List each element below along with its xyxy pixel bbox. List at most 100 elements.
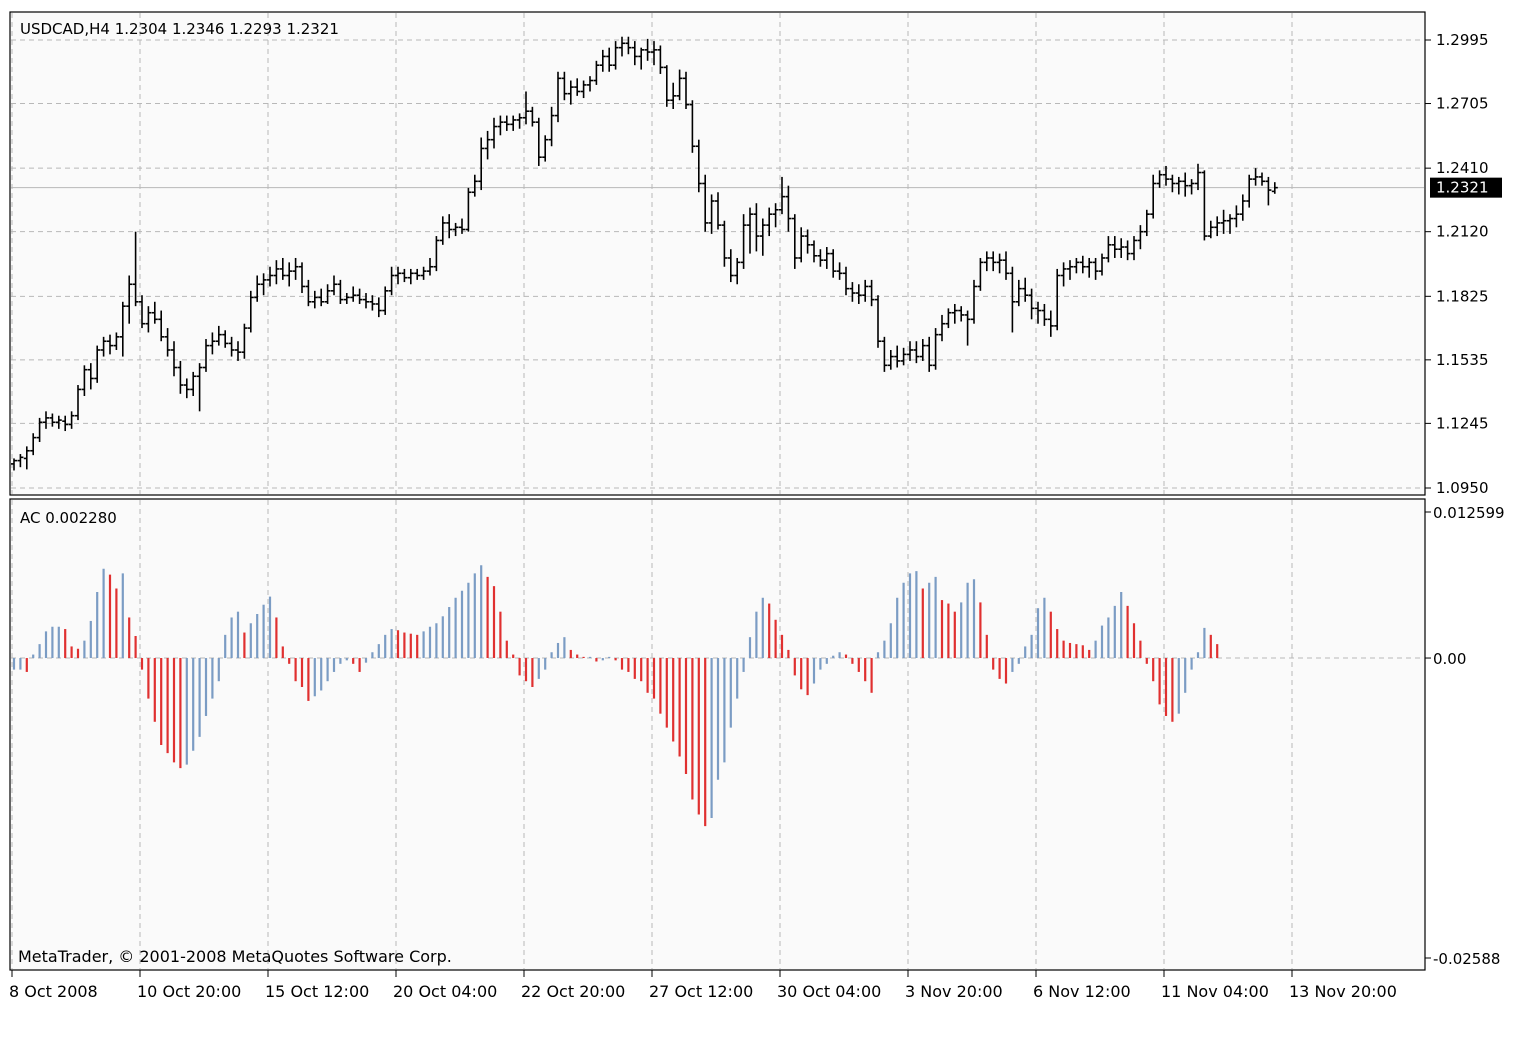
ohlc-bar [791,214,798,269]
price-tick-label: 1.2705 [1436,95,1489,113]
ohlc-bar [734,257,741,285]
ohlc-bar [1105,236,1112,263]
ohlc-bar [196,363,203,412]
ohlc-bar [1041,303,1048,326]
ohlc-bar [971,279,977,324]
ohlc-bar [900,347,907,366]
ohlc-bar [529,106,536,127]
ohlc-bar [644,38,651,61]
ohlc-bar [1252,168,1259,186]
ohlc-bar [657,45,664,74]
ohlc-bar [747,207,753,254]
ohlc-bar [177,360,184,394]
ohlc-bar [260,273,267,296]
ohlc-bar [369,295,376,311]
ohlc-bar [951,303,958,324]
ohlc-bar [55,415,62,429]
ohlc-bar [881,336,888,372]
ohlc-bar [939,314,945,342]
copyright-text: MetaTrader, © 2001-2008 MetaQuotes Softw… [18,947,452,966]
ohlc-bar [804,229,811,254]
ohlc-bar [273,260,280,285]
ohlc-bar [267,266,273,287]
ohlc-bar [907,341,913,361]
indicator-tick-label: 0.012599 [1433,504,1505,522]
indicator-tick-label: 0.00 [1433,650,1466,668]
ohlc-bar [1163,165,1169,186]
ohlc-bar [350,286,357,302]
ohlc-bar [651,41,657,66]
ohlc-bar [587,76,593,92]
ohlc-bar [683,71,689,110]
ohlc-bar [23,446,30,470]
price-pane[interactable]: USDCAD,H4 1.2304 1.2346 1.2293 1.2321 1.… [9,11,1502,497]
ohlc-bar [145,306,152,333]
ohlc-bar [727,249,734,283]
ohlc-bar [471,174,478,197]
ohlc-bar [663,65,670,107]
indicator-tick-label: -0.02588 [1433,950,1500,968]
ohlc-bar [868,279,875,307]
ohlc-bar [1259,172,1265,186]
ohlc-bar [158,310,165,342]
price-tick-label: 1.2120 [1436,223,1489,241]
ohlc-bar [75,385,81,421]
ohlc-bar [235,341,241,361]
ohlc-bar [1169,174,1176,193]
ohlc-bar [241,323,248,359]
ohlc-bar [36,417,43,442]
ohlc-bar [452,222,459,237]
ohlc-bar [478,137,485,191]
price-plot-area[interactable] [9,11,1426,496]
price-tick-label: 1.0950 [1436,479,1489,497]
ohlc-bar [375,297,382,318]
ohlc-bar [427,257,433,276]
time-axis: 8 Oct 2008 10 Oct 20:00 15 Oct 12:00 20 Oct… [9,970,1397,1001]
ohlc-bar [721,220,728,267]
ohlc-bar [286,262,293,287]
ohlc-bar [17,454,24,468]
ohlc-bar [49,413,56,427]
ohlc-bar [318,288,325,307]
ohlc-bar [337,279,344,304]
ohlc-bar [1150,174,1157,219]
ohlc-bar [1035,301,1041,324]
ohlc-bar [382,286,389,315]
ohlc-bar [625,36,632,55]
ohlc-bar [715,192,721,230]
ohlc-bar [811,240,817,263]
ohlc-bar [1214,216,1221,237]
ohlc-bar [695,139,702,193]
ohlc-bar [1086,257,1093,278]
indicator-pane[interactable]: AC 0.002280 MetaTrader, © 2001-2008 Meta… [9,498,1505,971]
price-tick-label: 1.1825 [1436,287,1489,305]
ohlc-bar [1118,238,1125,258]
ohlc-bar [676,69,683,101]
ohlc-bar [830,249,837,278]
ohlc-bar [491,117,497,149]
ohlc-bar [132,231,139,307]
ohlc-bar [823,247,830,269]
ohlc-bar [151,301,158,324]
ohlc-bar [1201,170,1208,241]
ohlc-bar [785,185,792,232]
ohlc-bar [593,60,600,85]
ohlc-bar [292,257,299,280]
ohlc-bar [503,115,510,131]
ohlc-bar [638,47,645,70]
ohlc-bar [1239,194,1246,221]
ohlc-bar [1246,174,1253,208]
ohlc-bar [1220,209,1227,234]
time-tick-label: 20 Oct 04:00 [393,982,497,1001]
ohlc-bar [689,100,696,153]
ohlc-bar [862,279,869,302]
ohlc-bar [1233,205,1240,228]
ohlc-bar [1195,163,1201,191]
ohlc-bar [958,306,965,322]
ohlc-bar [209,332,216,355]
time-tick-label: 13 Nov 20:00 [1289,982,1397,1001]
ohlc-bar [171,341,177,377]
ohlc-bar [433,236,440,272]
ohlc-bar [574,78,581,96]
ohlc-bar [299,262,305,294]
